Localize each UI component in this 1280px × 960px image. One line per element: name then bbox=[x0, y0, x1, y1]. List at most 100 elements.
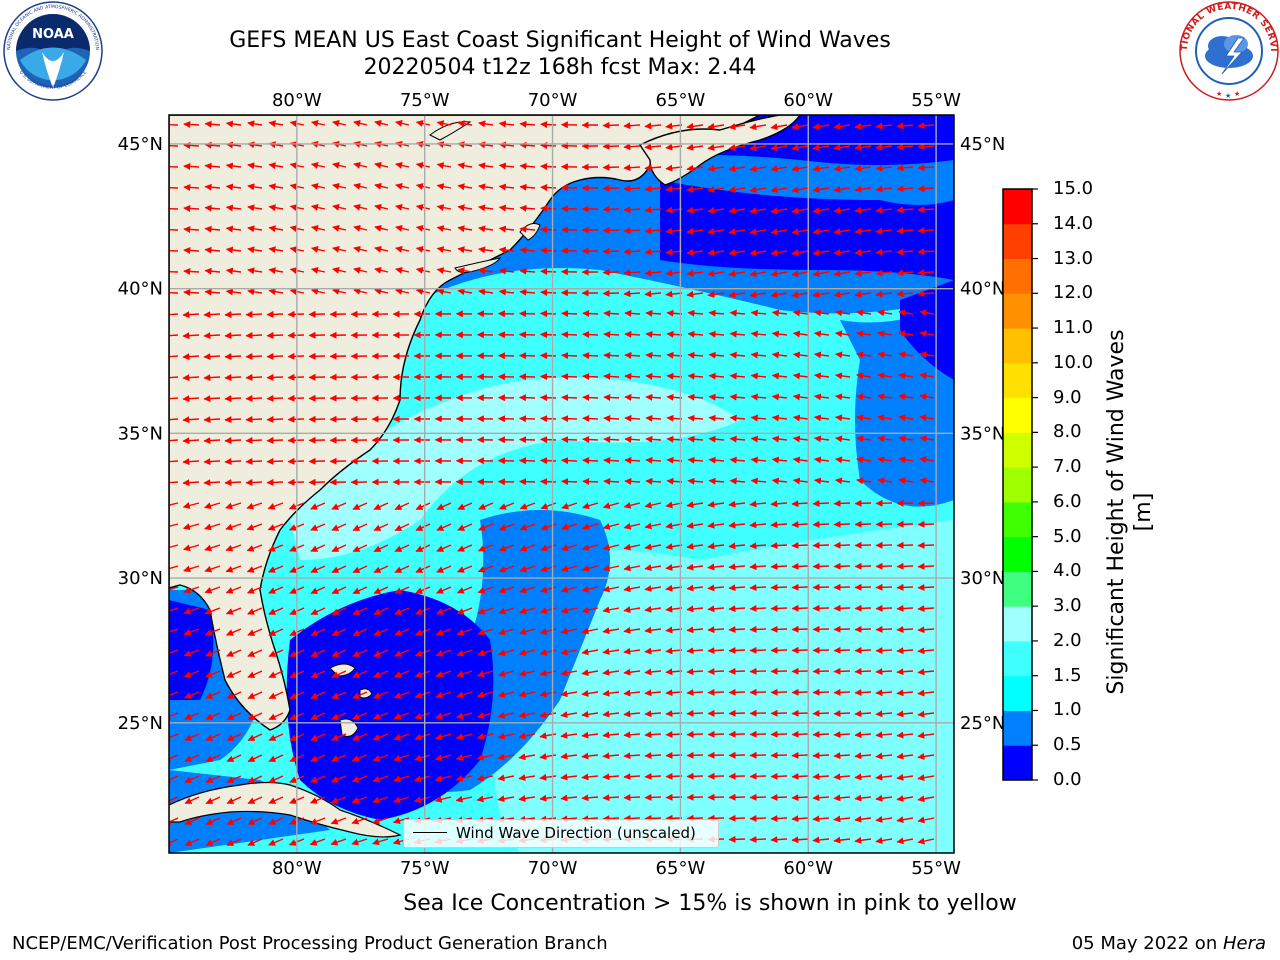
wave-arrow bbox=[247, 649, 263, 657]
wave-arrow bbox=[183, 246, 200, 254]
wave-arrow bbox=[770, 583, 788, 591]
wave-arrow bbox=[686, 584, 704, 592]
wave-arrow bbox=[169, 355, 179, 358]
wave-arrow bbox=[456, 607, 473, 615]
wave-arrow bbox=[245, 310, 263, 318]
wave-arrow bbox=[476, 732, 494, 740]
wave-arrow bbox=[835, 414, 851, 422]
wave-arrow bbox=[792, 351, 809, 359]
wave-arrow bbox=[205, 796, 221, 805]
wave-arrow bbox=[247, 288, 263, 296]
wave-arrow bbox=[373, 691, 389, 699]
wave-arrow bbox=[203, 416, 221, 424]
wave-arrow bbox=[498, 544, 515, 552]
wave-arrow bbox=[708, 309, 725, 317]
map-frame bbox=[168, 114, 955, 854]
wave-arrow bbox=[812, 123, 830, 131]
wave-arrow bbox=[540, 205, 557, 213]
wave-arrow bbox=[833, 836, 851, 844]
wave-arrow bbox=[896, 773, 914, 781]
wave-arrow bbox=[372, 775, 389, 783]
wave-arrow bbox=[665, 814, 683, 822]
lon-label: 60°W bbox=[783, 858, 833, 879]
wave-arrow bbox=[519, 586, 536, 594]
wave-arrow bbox=[602, 184, 620, 192]
wave-arrow bbox=[268, 628, 284, 636]
wave-arrow bbox=[729, 330, 746, 338]
wave-arrow bbox=[561, 436, 578, 444]
wave-arrow bbox=[749, 123, 767, 131]
wave-arrow bbox=[896, 752, 914, 760]
wave-arrow bbox=[498, 267, 515, 275]
wave-arrow bbox=[854, 689, 872, 697]
wave-arrow bbox=[833, 123, 851, 130]
wave-arrow bbox=[582, 310, 599, 318]
wave-arrow bbox=[518, 331, 536, 339]
wave-arrow bbox=[854, 164, 872, 172]
sea-ice-note-text: Sea Ice Concentration > 15% is shown in … bbox=[403, 891, 1017, 916]
wave-arrow bbox=[624, 393, 641, 401]
wave-arrow bbox=[435, 649, 452, 657]
wave-arrow bbox=[687, 435, 704, 443]
wave-arrow bbox=[708, 351, 725, 359]
wave-arrow bbox=[707, 563, 725, 571]
wave-arrow bbox=[374, 224, 389, 232]
wave-arrow bbox=[373, 670, 389, 678]
wave-arrow bbox=[728, 542, 746, 550]
wave-arrow bbox=[581, 731, 599, 739]
wave-arrow bbox=[436, 225, 452, 233]
colorbar-segment bbox=[1003, 397, 1032, 433]
colorbar-segment bbox=[1003, 571, 1032, 607]
wave-arrow bbox=[169, 817, 179, 825]
wave-arrow bbox=[169, 607, 179, 615]
lon-label: 55°W bbox=[911, 858, 961, 879]
wave-arrow bbox=[518, 373, 536, 381]
wave-arrow bbox=[351, 754, 368, 762]
wave-arrow bbox=[623, 773, 641, 781]
wave-arrow bbox=[414, 754, 431, 762]
colorbar-segment bbox=[1003, 258, 1032, 294]
wave-arrow bbox=[498, 225, 515, 233]
wave-arrow bbox=[434, 754, 452, 762]
wave-arrow bbox=[728, 123, 746, 131]
wave-arrow bbox=[497, 753, 515, 761]
wave-arrow bbox=[749, 625, 767, 633]
wave-arrow bbox=[603, 351, 620, 359]
wave-arrow bbox=[896, 816, 914, 824]
wave-arrow bbox=[457, 162, 473, 170]
wave-arrow bbox=[770, 625, 788, 633]
wave-arrow bbox=[560, 669, 578, 677]
svg-text:NOAA: NOAA bbox=[32, 27, 74, 42]
wave-arrow bbox=[497, 774, 515, 782]
wave-arrow bbox=[770, 751, 788, 759]
wave-arrow bbox=[415, 565, 431, 573]
wave-arrow bbox=[770, 521, 788, 529]
wave-arrow bbox=[330, 796, 347, 804]
lat-label: 35°N bbox=[118, 423, 163, 444]
wave-arrow bbox=[729, 414, 746, 422]
wave-arrow bbox=[896, 206, 914, 214]
wave-arrow bbox=[602, 731, 620, 739]
wave-arrow bbox=[478, 225, 494, 233]
wave-arrow bbox=[268, 246, 284, 254]
wave-arrow bbox=[395, 183, 410, 190]
wave-arrow bbox=[184, 691, 200, 699]
wave-arrow bbox=[539, 753, 557, 760]
wave-arrow bbox=[856, 435, 872, 443]
colorbar-tick-label: 2.0 bbox=[1053, 629, 1082, 651]
wave-arrow bbox=[247, 607, 263, 615]
wave-arrow bbox=[205, 712, 221, 720]
lon-label: 65°W bbox=[656, 90, 706, 111]
wave-arrow bbox=[896, 248, 914, 256]
wave-arrow bbox=[478, 502, 494, 510]
wave-arrow bbox=[561, 394, 578, 402]
wave-arrow bbox=[373, 607, 389, 615]
map-area[interactable] bbox=[162, 115, 954, 853]
wave-arrow bbox=[436, 246, 452, 254]
wave-arrow bbox=[749, 291, 767, 299]
wave-arrow bbox=[436, 183, 452, 191]
wave-arrow bbox=[581, 815, 599, 823]
wave-arrow bbox=[833, 773, 851, 781]
wave-arrow bbox=[750, 309, 767, 317]
wave-arrow bbox=[540, 352, 557, 360]
